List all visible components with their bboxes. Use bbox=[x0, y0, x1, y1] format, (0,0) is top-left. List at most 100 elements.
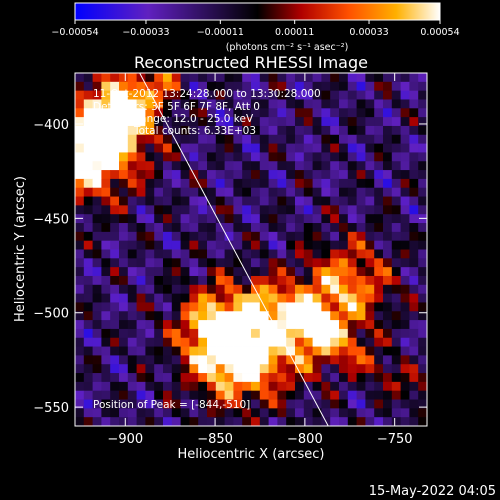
heatmap-cell bbox=[207, 196, 217, 206]
heatmap-cell bbox=[286, 223, 296, 233]
heatmap-cell bbox=[180, 90, 190, 100]
heatmap-cell bbox=[127, 134, 137, 144]
heatmap-cell bbox=[418, 408, 427, 418]
heatmap-cell bbox=[383, 328, 393, 339]
heatmap-cell bbox=[119, 408, 129, 418]
heatmap-cell bbox=[171, 311, 181, 321]
heatmap-cell bbox=[418, 205, 427, 215]
heatmap-cell bbox=[277, 381, 287, 392]
heatmap-cell bbox=[251, 258, 261, 268]
heatmap-cell bbox=[242, 161, 252, 171]
heatmap-cell bbox=[347, 231, 357, 242]
heatmap-cell bbox=[330, 364, 340, 374]
heatmap-cell bbox=[180, 293, 190, 303]
heatmap-cell bbox=[409, 223, 419, 233]
heatmap-cell bbox=[119, 381, 129, 392]
heatmap-cell bbox=[207, 346, 217, 356]
heatmap-cell bbox=[233, 258, 243, 268]
heatmap-cell bbox=[224, 223, 234, 233]
heatmap-cell bbox=[339, 258, 349, 268]
heatmap-cell bbox=[83, 81, 93, 92]
heatmap-cell bbox=[171, 275, 181, 286]
heatmap-cell bbox=[277, 161, 287, 171]
heatmap-cell bbox=[303, 328, 313, 339]
heatmap-cell bbox=[119, 337, 129, 347]
heatmap-cell bbox=[127, 320, 137, 330]
heatmap-cell bbox=[92, 73, 102, 83]
heatmap-cell bbox=[268, 417, 278, 426]
heatmap-cell bbox=[259, 390, 269, 400]
heatmap-cell bbox=[383, 346, 393, 356]
heatmap-cell bbox=[136, 125, 146, 136]
heatmap-cell bbox=[242, 328, 252, 339]
heatmap-cell bbox=[180, 381, 190, 392]
heatmap-cell bbox=[189, 267, 199, 277]
heatmap-cell bbox=[295, 117, 305, 127]
heatmap-cell bbox=[356, 293, 366, 303]
heatmap-cell bbox=[277, 267, 287, 277]
heatmap-cell bbox=[180, 143, 190, 153]
heatmap-cell bbox=[110, 267, 120, 277]
heatmap-cell bbox=[374, 196, 384, 206]
heatmap-cell bbox=[418, 390, 427, 400]
heatmap-cell bbox=[180, 364, 190, 374]
heatmap-cell bbox=[400, 73, 410, 83]
heatmap-cell bbox=[356, 267, 366, 277]
heatmap-cell bbox=[330, 311, 340, 321]
heatmap-cell bbox=[154, 152, 164, 162]
heatmap-cell bbox=[101, 134, 111, 144]
heatmap-cell bbox=[277, 364, 287, 374]
heatmap-cell bbox=[286, 328, 296, 339]
heatmap-cell bbox=[119, 302, 129, 312]
heatmap-cell bbox=[400, 284, 410, 295]
colorbar-tick-label: 0.00054 bbox=[420, 27, 459, 38]
heatmap-cell bbox=[83, 249, 93, 259]
heatmap-cell bbox=[145, 408, 155, 418]
heatmap-cell bbox=[224, 417, 234, 426]
heatmap-cell bbox=[268, 258, 278, 268]
heatmap-cell bbox=[268, 408, 278, 418]
heatmap-cell bbox=[277, 205, 287, 215]
heatmap-cell bbox=[75, 373, 85, 383]
heatmap-cell bbox=[391, 99, 401, 109]
heatmap-cell bbox=[356, 320, 366, 330]
heatmap-cell bbox=[171, 134, 181, 144]
heatmap-cell bbox=[145, 267, 155, 277]
heatmap-cell bbox=[303, 275, 313, 286]
heatmap-cell bbox=[268, 373, 278, 383]
heatmap-cell bbox=[224, 90, 234, 100]
heatmap-cell bbox=[259, 275, 269, 286]
heatmap-cell bbox=[312, 223, 322, 233]
heatmap-cell bbox=[330, 399, 340, 409]
heatmap-cell bbox=[127, 152, 137, 162]
heatmap-cell bbox=[295, 187, 305, 197]
heatmap-cell bbox=[92, 231, 102, 242]
heatmap-cell bbox=[383, 302, 393, 312]
heatmap-cell bbox=[136, 417, 146, 426]
heatmap-cell bbox=[242, 390, 252, 400]
heatmap-cell bbox=[374, 134, 384, 144]
heatmap-cell bbox=[198, 364, 208, 374]
heatmap-cell bbox=[259, 311, 269, 321]
heatmap-cell bbox=[83, 73, 93, 83]
heatmap-cell bbox=[365, 170, 375, 180]
heatmap-cell bbox=[154, 249, 164, 259]
heatmap-cell bbox=[83, 399, 93, 409]
heatmap-cell bbox=[242, 249, 252, 259]
heatmap-cell bbox=[101, 196, 111, 206]
heatmap-cell bbox=[110, 240, 120, 250]
heatmap-cell bbox=[365, 258, 375, 268]
heatmap-cell bbox=[347, 108, 357, 118]
heatmap-cell bbox=[295, 258, 305, 268]
heatmap-cell bbox=[347, 178, 357, 189]
heatmap-cell bbox=[171, 381, 181, 392]
heatmap-cell bbox=[215, 337, 225, 347]
heatmap-cell bbox=[303, 355, 313, 365]
heatmap-cell bbox=[383, 73, 393, 83]
heatmap-cell bbox=[391, 373, 401, 383]
heatmap-cell bbox=[365, 346, 375, 356]
heatmap-cell bbox=[171, 417, 181, 426]
heatmap-cell bbox=[312, 311, 322, 321]
heatmap-cell bbox=[391, 117, 401, 127]
heatmap-cell bbox=[189, 364, 199, 374]
